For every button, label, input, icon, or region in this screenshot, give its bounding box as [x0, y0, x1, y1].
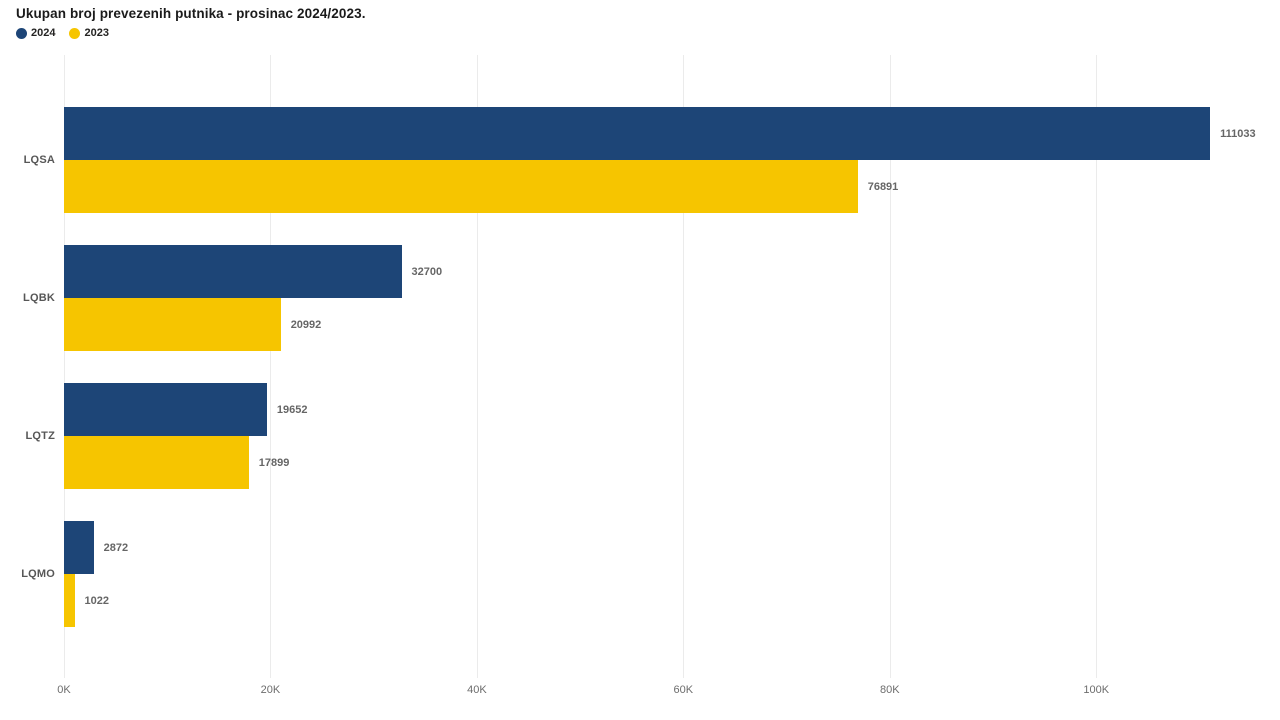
- bar-LQMO-2024[interactable]: [64, 521, 94, 574]
- category-label-LQTZ: LQTZ: [25, 430, 55, 442]
- value-label-LQMO-2024: 2872: [103, 541, 129, 554]
- value-label-LQSA-2023: 76891: [867, 180, 899, 193]
- x-axis: 0K 20K 40K 60K 80K 100K: [57, 682, 1280, 702]
- bar-LQTZ-2023[interactable]: [64, 436, 249, 489]
- plot-area: 111033 76891 32700 20992 19652 17899 2872 1022: [64, 55, 1280, 678]
- gridline-0K: [64, 55, 65, 678]
- category-label-LQBK: LQBK: [23, 292, 55, 304]
- gridline-20K: [270, 55, 272, 678]
- category-label-LQMO: LQMO: [21, 568, 55, 580]
- value-label-LQMO-2023: 1022: [84, 594, 110, 607]
- x-tick-label-0K: 0K: [57, 684, 71, 696]
- bar-LQSA-2024[interactable]: [64, 107, 1211, 160]
- value-label-LQBK-2024: 32700: [411, 265, 443, 278]
- y-axis-category-labels: LQSA LQBK LQTZ LQMO: [0, 55, 64, 678]
- value-label-LQTZ-2024: 19652: [276, 403, 308, 416]
- value-label-LQSA-2024: 111033: [1220, 127, 1256, 140]
- legend-item-2023[interactable]: 2023: [69, 27, 109, 39]
- legend-item-2024[interactable]: 2024: [16, 27, 55, 39]
- legend-dot-2023-icon: [69, 27, 81, 39]
- gridline-100K: [1096, 55, 1098, 678]
- gridline-60K: [683, 55, 685, 678]
- legend-dot-2024-icon: [16, 27, 27, 39]
- x-tick-label-80K: 80K: [880, 684, 900, 696]
- legend: 2024 2023: [16, 27, 109, 39]
- gridline-40K: [476, 55, 478, 678]
- legend-label-2024: 2024: [31, 27, 56, 39]
- bar-LQTZ-2024[interactable]: [64, 383, 267, 436]
- bar-LQBK-2024[interactable]: [64, 245, 402, 298]
- bar-LQSA-2023[interactable]: [64, 160, 858, 213]
- bar-LQBK-2023[interactable]: [64, 298, 281, 351]
- value-label-LQBK-2023: 20992: [290, 318, 322, 331]
- legend-label-2023: 2023: [84, 27, 109, 39]
- x-tick-label-60K: 60K: [673, 684, 694, 696]
- chart-title: Ukupan broj prevezenih putnika - prosina…: [16, 6, 366, 21]
- gridline-80K: [889, 55, 891, 678]
- bar-LQMO-2023[interactable]: [64, 574, 75, 627]
- value-label-LQTZ-2023: 17899: [258, 456, 290, 469]
- x-tick-label-100K: 100K: [1083, 684, 1110, 696]
- category-label-LQSA: LQSA: [23, 154, 55, 166]
- x-tick-label-40K: 40K: [467, 684, 487, 696]
- x-tick-label-20K: 20K: [260, 684, 281, 696]
